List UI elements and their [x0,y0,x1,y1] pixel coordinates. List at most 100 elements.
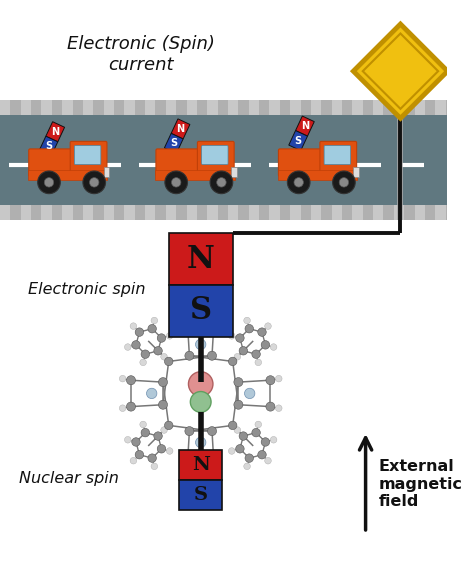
Circle shape [182,312,189,319]
Circle shape [140,421,146,428]
Bar [0,116,447,205]
Circle shape [119,405,126,411]
Bar [399,59,415,76]
Bar [104,167,109,177]
Circle shape [154,347,162,355]
Circle shape [210,459,219,468]
Circle shape [127,402,136,411]
Bar [290,205,301,220]
Circle shape [264,458,271,464]
Circle shape [132,438,140,446]
Circle shape [38,171,60,194]
Circle shape [217,178,226,187]
Circle shape [270,344,277,351]
Bar [62,100,73,116]
Bar [179,450,222,480]
Circle shape [212,468,219,475]
Circle shape [244,463,250,470]
Circle shape [135,451,144,459]
Circle shape [228,332,235,339]
Circle shape [212,312,219,319]
Text: Electronic (Spin)
current: Electronic (Spin) current [67,35,215,74]
Bar [179,480,222,510]
Bar [187,100,197,116]
Bar [169,233,233,285]
Circle shape [166,332,173,339]
FancyBboxPatch shape [156,149,200,176]
Circle shape [189,372,213,396]
Circle shape [132,340,140,349]
Bar [169,285,233,337]
Bar [124,100,135,116]
Bar [270,205,280,220]
Bar [164,133,183,153]
Circle shape [294,178,303,187]
Circle shape [130,323,137,329]
Text: S: S [170,138,177,149]
Circle shape [158,400,167,409]
Circle shape [239,347,247,355]
Text: N: N [403,62,410,72]
Polygon shape [353,24,447,118]
Bar [104,205,114,220]
Circle shape [151,317,158,324]
Circle shape [161,427,167,434]
Circle shape [255,421,262,428]
Bar [145,205,155,220]
Text: S: S [399,74,404,84]
Circle shape [148,454,156,462]
Text: N: N [51,127,59,137]
Circle shape [146,388,157,399]
Text: S: S [294,136,301,146]
Circle shape [185,427,194,436]
Bar [104,100,114,116]
Text: S: S [190,296,212,327]
FancyBboxPatch shape [278,149,323,176]
Circle shape [141,428,150,437]
Circle shape [261,340,270,349]
FancyBboxPatch shape [70,141,107,176]
Bar [353,167,359,177]
Circle shape [208,351,217,360]
Text: S: S [194,486,208,504]
Bar [228,100,238,116]
Circle shape [234,378,243,387]
Bar [187,205,197,220]
Bar [166,205,176,220]
Bar [83,100,93,116]
Bar [41,205,52,220]
Bar [39,136,58,156]
Circle shape [264,323,271,329]
Bar [124,205,135,220]
Circle shape [183,319,192,328]
Bar [83,205,93,220]
Text: External
magnetic
field: External magnetic field [379,459,463,509]
FancyBboxPatch shape [197,141,234,176]
Bar [332,100,342,116]
Circle shape [245,388,255,399]
Bar [249,205,259,220]
Circle shape [252,350,260,359]
Circle shape [141,350,150,359]
Circle shape [210,171,233,194]
Circle shape [228,357,237,366]
Bar [0,205,447,220]
Circle shape [151,463,158,470]
Circle shape [234,353,241,360]
Circle shape [258,328,266,336]
Bar [415,100,425,116]
Bar [289,130,308,150]
Bar [352,100,363,116]
Bar [332,205,342,220]
Bar [394,205,404,220]
Circle shape [125,436,131,443]
Circle shape [166,448,173,454]
Circle shape [158,378,167,387]
Circle shape [252,428,260,437]
Text: Electronic spin: Electronic spin [28,282,146,297]
Circle shape [90,178,99,187]
FancyBboxPatch shape [320,141,356,176]
Circle shape [44,178,54,187]
Circle shape [182,468,189,475]
Bar [415,205,425,220]
